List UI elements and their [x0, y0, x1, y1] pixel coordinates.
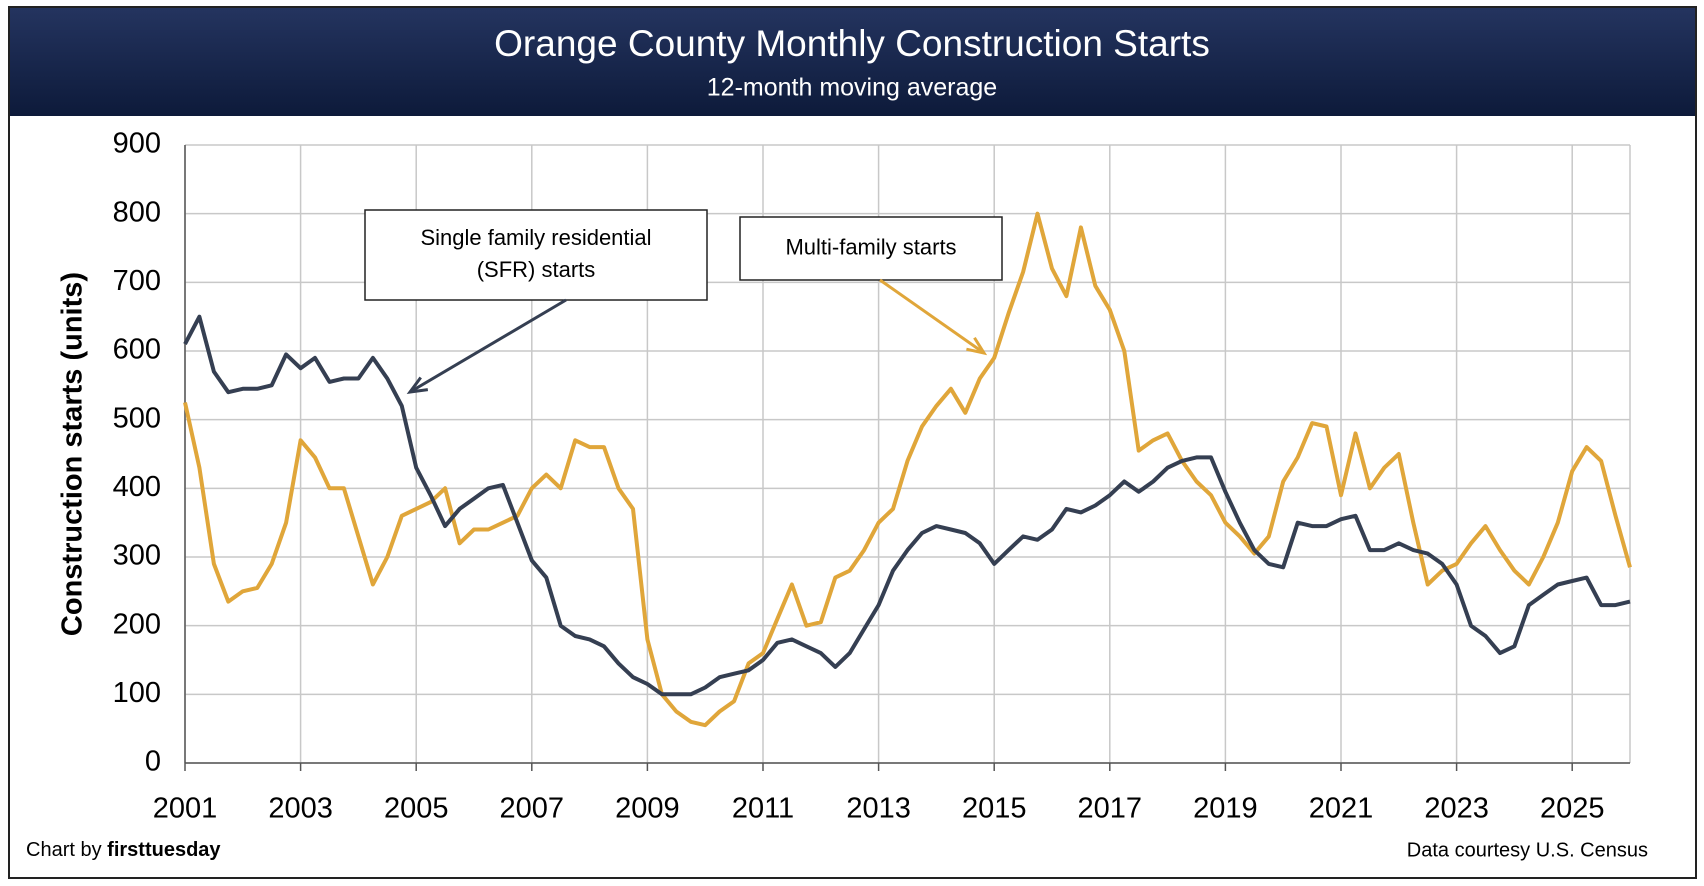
- annotation-box: [739, 216, 1003, 281]
- y-axis-label: Construction starts (units): [57, 272, 89, 636]
- y-tick-label: 900: [113, 128, 161, 160]
- x-tick-label: 2001: [153, 793, 218, 825]
- y-tick-label: 200: [113, 608, 161, 640]
- y-tick-label: 700: [113, 265, 161, 297]
- header: [10, 8, 1695, 116]
- annotation-arrow: [879, 278, 985, 355]
- annotation-arrowhead: [966, 336, 988, 356]
- chart-title: Orange County Monthly Construction Start…: [494, 23, 1210, 64]
- x-tick-label: 2023: [1424, 793, 1489, 825]
- annotation-text: Multi-family starts: [785, 234, 956, 259]
- series-line: [183, 211, 1632, 728]
- x-tick-label: 2007: [500, 793, 565, 825]
- y-tick-label: 600: [113, 334, 161, 366]
- credit-brand: firsttuesday: [107, 839, 221, 861]
- annotation-text: (SFR) starts: [477, 257, 596, 282]
- x-tick-label: 2019: [1193, 793, 1258, 825]
- x-tick-label: 2017: [1078, 793, 1143, 825]
- y-tick-label: 100: [113, 677, 161, 709]
- x-tick-label: 2011: [732, 793, 794, 825]
- frame: [8, 6, 1697, 879]
- x-tick-label: 2009: [615, 793, 680, 825]
- x-tick-label: 2021: [1309, 793, 1374, 825]
- y-tick-label: 300: [113, 540, 161, 572]
- series-line: [183, 314, 1631, 697]
- credit-text: Chart by: [26, 839, 102, 861]
- credit: Chart by firsttuesday: [26, 839, 221, 861]
- x-tick-label: 2003: [268, 793, 333, 825]
- annotation-box: [364, 209, 708, 301]
- annotation-text: Single family residential: [420, 225, 651, 250]
- y-tick-label: 0: [145, 746, 161, 778]
- x-tick-label: 2015: [962, 793, 1027, 825]
- y-tick-label: 400: [113, 471, 161, 503]
- annotation-arrow: [409, 298, 567, 394]
- chart-subtitle: 12-month moving average: [707, 74, 997, 102]
- source: Data courtesy U.S. Census: [1407, 839, 1648, 861]
- x-tick-label: 2025: [1540, 793, 1605, 825]
- x-tick-label: 2013: [846, 793, 911, 825]
- y-tick-label: 500: [113, 402, 161, 434]
- y-tick-label: 800: [113, 196, 161, 228]
- annotation-arrowhead: [406, 376, 429, 394]
- x-tick-label: 2005: [384, 793, 449, 825]
